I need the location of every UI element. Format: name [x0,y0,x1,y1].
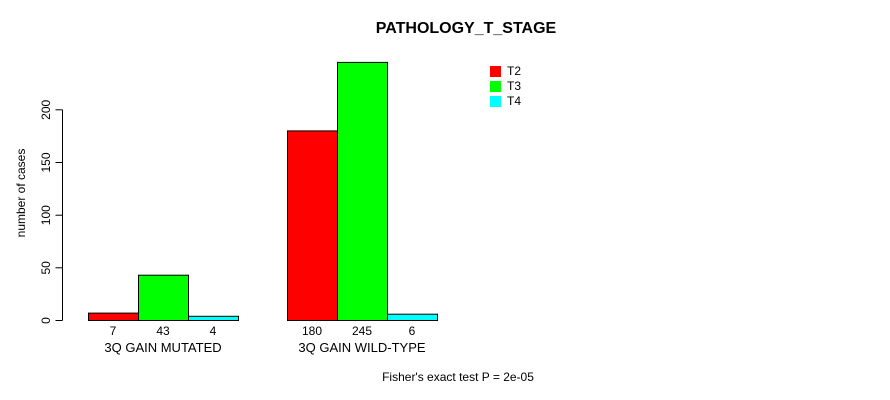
y-tick-label: 100 [39,205,53,225]
legend-label: T2 [507,64,522,78]
legend-label: T4 [507,94,522,108]
bar-value-label: 245 [352,324,372,338]
bar-t4-group1 [188,315,239,321]
category-label: 3Q GAIN MUTATED [104,340,221,355]
bar-value-label: 4 [210,324,217,338]
legend-row-t3: T3 [490,79,521,94]
y-axis-title: number of cases [14,149,28,238]
bar-t3-group1 [138,274,189,322]
chart-title: PATHOLOGY_T_STAGE [375,20,557,37]
legend-label: T3 [507,79,522,93]
bar-value-label: 43 [156,324,170,338]
legend: T2 T3 T4 [490,64,521,109]
bar-t2-group1 [88,312,139,322]
legend-swatch-t3 [490,81,501,92]
stat-annotation: Fisher's exact test P = 2e-05 [382,370,534,384]
y-tick-label: 50 [39,261,53,275]
y-tick-label: 150 [39,152,53,172]
category-label: 3Q GAIN WILD-TYPE [298,340,425,355]
bar-value-label: 6 [409,324,416,338]
legend-row-t4: T4 [490,94,521,109]
y-tick-label: 200 [39,99,53,119]
bar-value-label: 7 [110,324,117,338]
legend-swatch-t2 [490,66,501,77]
legend-row-t2: T2 [490,64,521,79]
y-tick-label: 0 [39,317,53,324]
bar-value-label: 180 [302,324,322,338]
legend-swatch-t4 [490,96,501,107]
bar-t2-group2 [287,130,338,321]
bar-t4-group2 [387,313,438,322]
bar-t3-group2 [337,61,388,322]
